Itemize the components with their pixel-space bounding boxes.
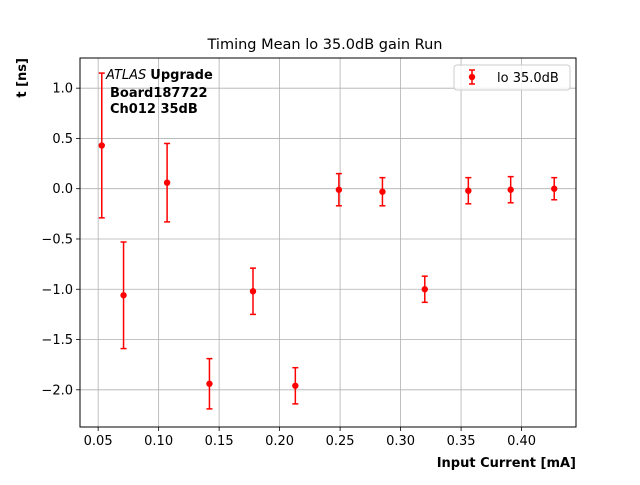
annotation-experiment: ATLAS — [105, 68, 146, 83]
y-axis-label: t [ns] — [15, 58, 30, 98]
y-tick-label: 0.5 — [52, 132, 73, 147]
x-tick-label: 0.40 — [507, 434, 536, 449]
y-tick-label: −1.0 — [41, 283, 73, 298]
data-point — [120, 292, 127, 299]
x-tick-label: 0.30 — [386, 434, 415, 449]
x-tick-label: 0.05 — [84, 434, 113, 449]
data-point — [292, 382, 299, 389]
data-point — [421, 286, 428, 293]
x-tick-label: 0.35 — [447, 434, 476, 449]
data-point — [379, 188, 386, 195]
plot-frame — [79, 57, 577, 428]
chart-title: Timing Mean lo 35.0dB gain Run — [207, 37, 443, 53]
y-tick-label: −2.0 — [41, 383, 73, 398]
data-point — [335, 186, 343, 193]
x-axis-label: Input Current [mA] — [437, 456, 576, 471]
legend-label: lo 35.0dB — [497, 71, 559, 86]
grid-lines — [80, 58, 576, 427]
y-tick-label: 0.0 — [52, 182, 73, 197]
data-point — [507, 186, 514, 193]
y-tick-label: 1.0 — [52, 82, 73, 97]
x-axis-ticks: 0.05 0.10 0.15 0.20 0.25 0.30 0.35 0.40 — [84, 427, 536, 449]
x-tick-label: 0.10 — [144, 434, 173, 449]
y-tick-label: −1.5 — [41, 333, 73, 348]
data-point — [163, 179, 171, 186]
y-tick-label: −0.5 — [41, 232, 73, 247]
atlas-annotation: ATLAS Upgrade Board187722 Ch012 35dB — [105, 68, 213, 117]
data-series — [98, 72, 558, 410]
annotation-line-1: ATLAS Upgrade — [105, 68, 213, 83]
x-tick-label: 0.15 — [205, 434, 234, 449]
annotation-line-3: Ch012 35dB — [110, 102, 198, 117]
data-point — [206, 380, 213, 387]
annotation-tag: Upgrade — [150, 68, 213, 83]
data-point — [465, 187, 472, 194]
data-point — [98, 142, 105, 149]
legend: lo 35.0dB — [453, 64, 571, 91]
y-axis-ticks: 1.0 0.5 0.0 −0.5 −1.0 −1.5 −2.0 — [41, 82, 80, 398]
x-tick-label: 0.25 — [326, 434, 355, 449]
data-point — [249, 288, 257, 295]
annotation-line-2: Board187722 — [110, 86, 208, 101]
legend-box — [453, 64, 571, 91]
legend-marker — [468, 73, 476, 81]
x-tick-label: 0.20 — [265, 434, 294, 449]
data-point — [551, 185, 558, 192]
